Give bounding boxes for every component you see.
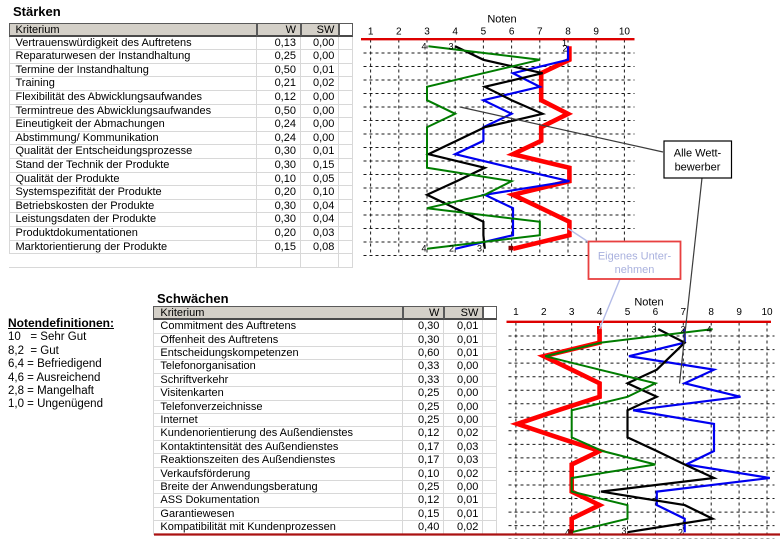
svg-text:2: 2 <box>541 307 547 318</box>
svg-text:9: 9 <box>736 307 742 318</box>
svg-text:3: 3 <box>477 244 482 254</box>
svg-text:2: 2 <box>680 325 685 335</box>
svg-text:1: 1 <box>562 38 567 48</box>
svg-text:9: 9 <box>593 27 599 38</box>
svg-text:nehmen: nehmen <box>615 264 655 276</box>
svg-text:4: 4 <box>565 528 570 538</box>
svg-text:2: 2 <box>396 27 402 38</box>
svg-text:4: 4 <box>597 307 603 318</box>
svg-text:2: 2 <box>449 244 454 254</box>
svg-text:Eigenes Unter-: Eigenes Unter- <box>598 251 672 263</box>
svg-text:2: 2 <box>562 44 567 54</box>
svg-text:7: 7 <box>537 27 543 38</box>
svg-text:Noten: Noten <box>487 14 516 26</box>
svg-text:8: 8 <box>708 307 714 318</box>
svg-text:10: 10 <box>619 27 631 38</box>
svg-text:4: 4 <box>452 27 458 38</box>
svg-text:4: 4 <box>421 244 426 254</box>
svg-text:8: 8 <box>565 27 571 38</box>
svg-text:1: 1 <box>513 307 519 318</box>
svg-text:Noten: Noten <box>634 297 663 309</box>
svg-text:Alle Wett-: Alle Wett- <box>674 148 722 160</box>
svg-text:bewerber: bewerber <box>675 162 721 174</box>
svg-text:3: 3 <box>424 27 430 38</box>
svg-text:3: 3 <box>448 42 453 52</box>
svg-text:6: 6 <box>653 307 659 318</box>
svg-text:7: 7 <box>681 307 687 318</box>
svg-text:3: 3 <box>621 526 626 536</box>
svg-text:3: 3 <box>651 325 656 335</box>
svg-text:4: 4 <box>706 325 711 335</box>
svg-text:6: 6 <box>509 27 515 38</box>
svg-text:5: 5 <box>481 27 487 38</box>
svg-text:2: 2 <box>678 528 683 538</box>
svg-text:4: 4 <box>421 42 426 52</box>
svg-text:5: 5 <box>625 307 631 318</box>
svg-text:3: 3 <box>569 307 575 318</box>
svg-text:10: 10 <box>761 307 773 318</box>
svg-text:1: 1 <box>368 27 374 38</box>
